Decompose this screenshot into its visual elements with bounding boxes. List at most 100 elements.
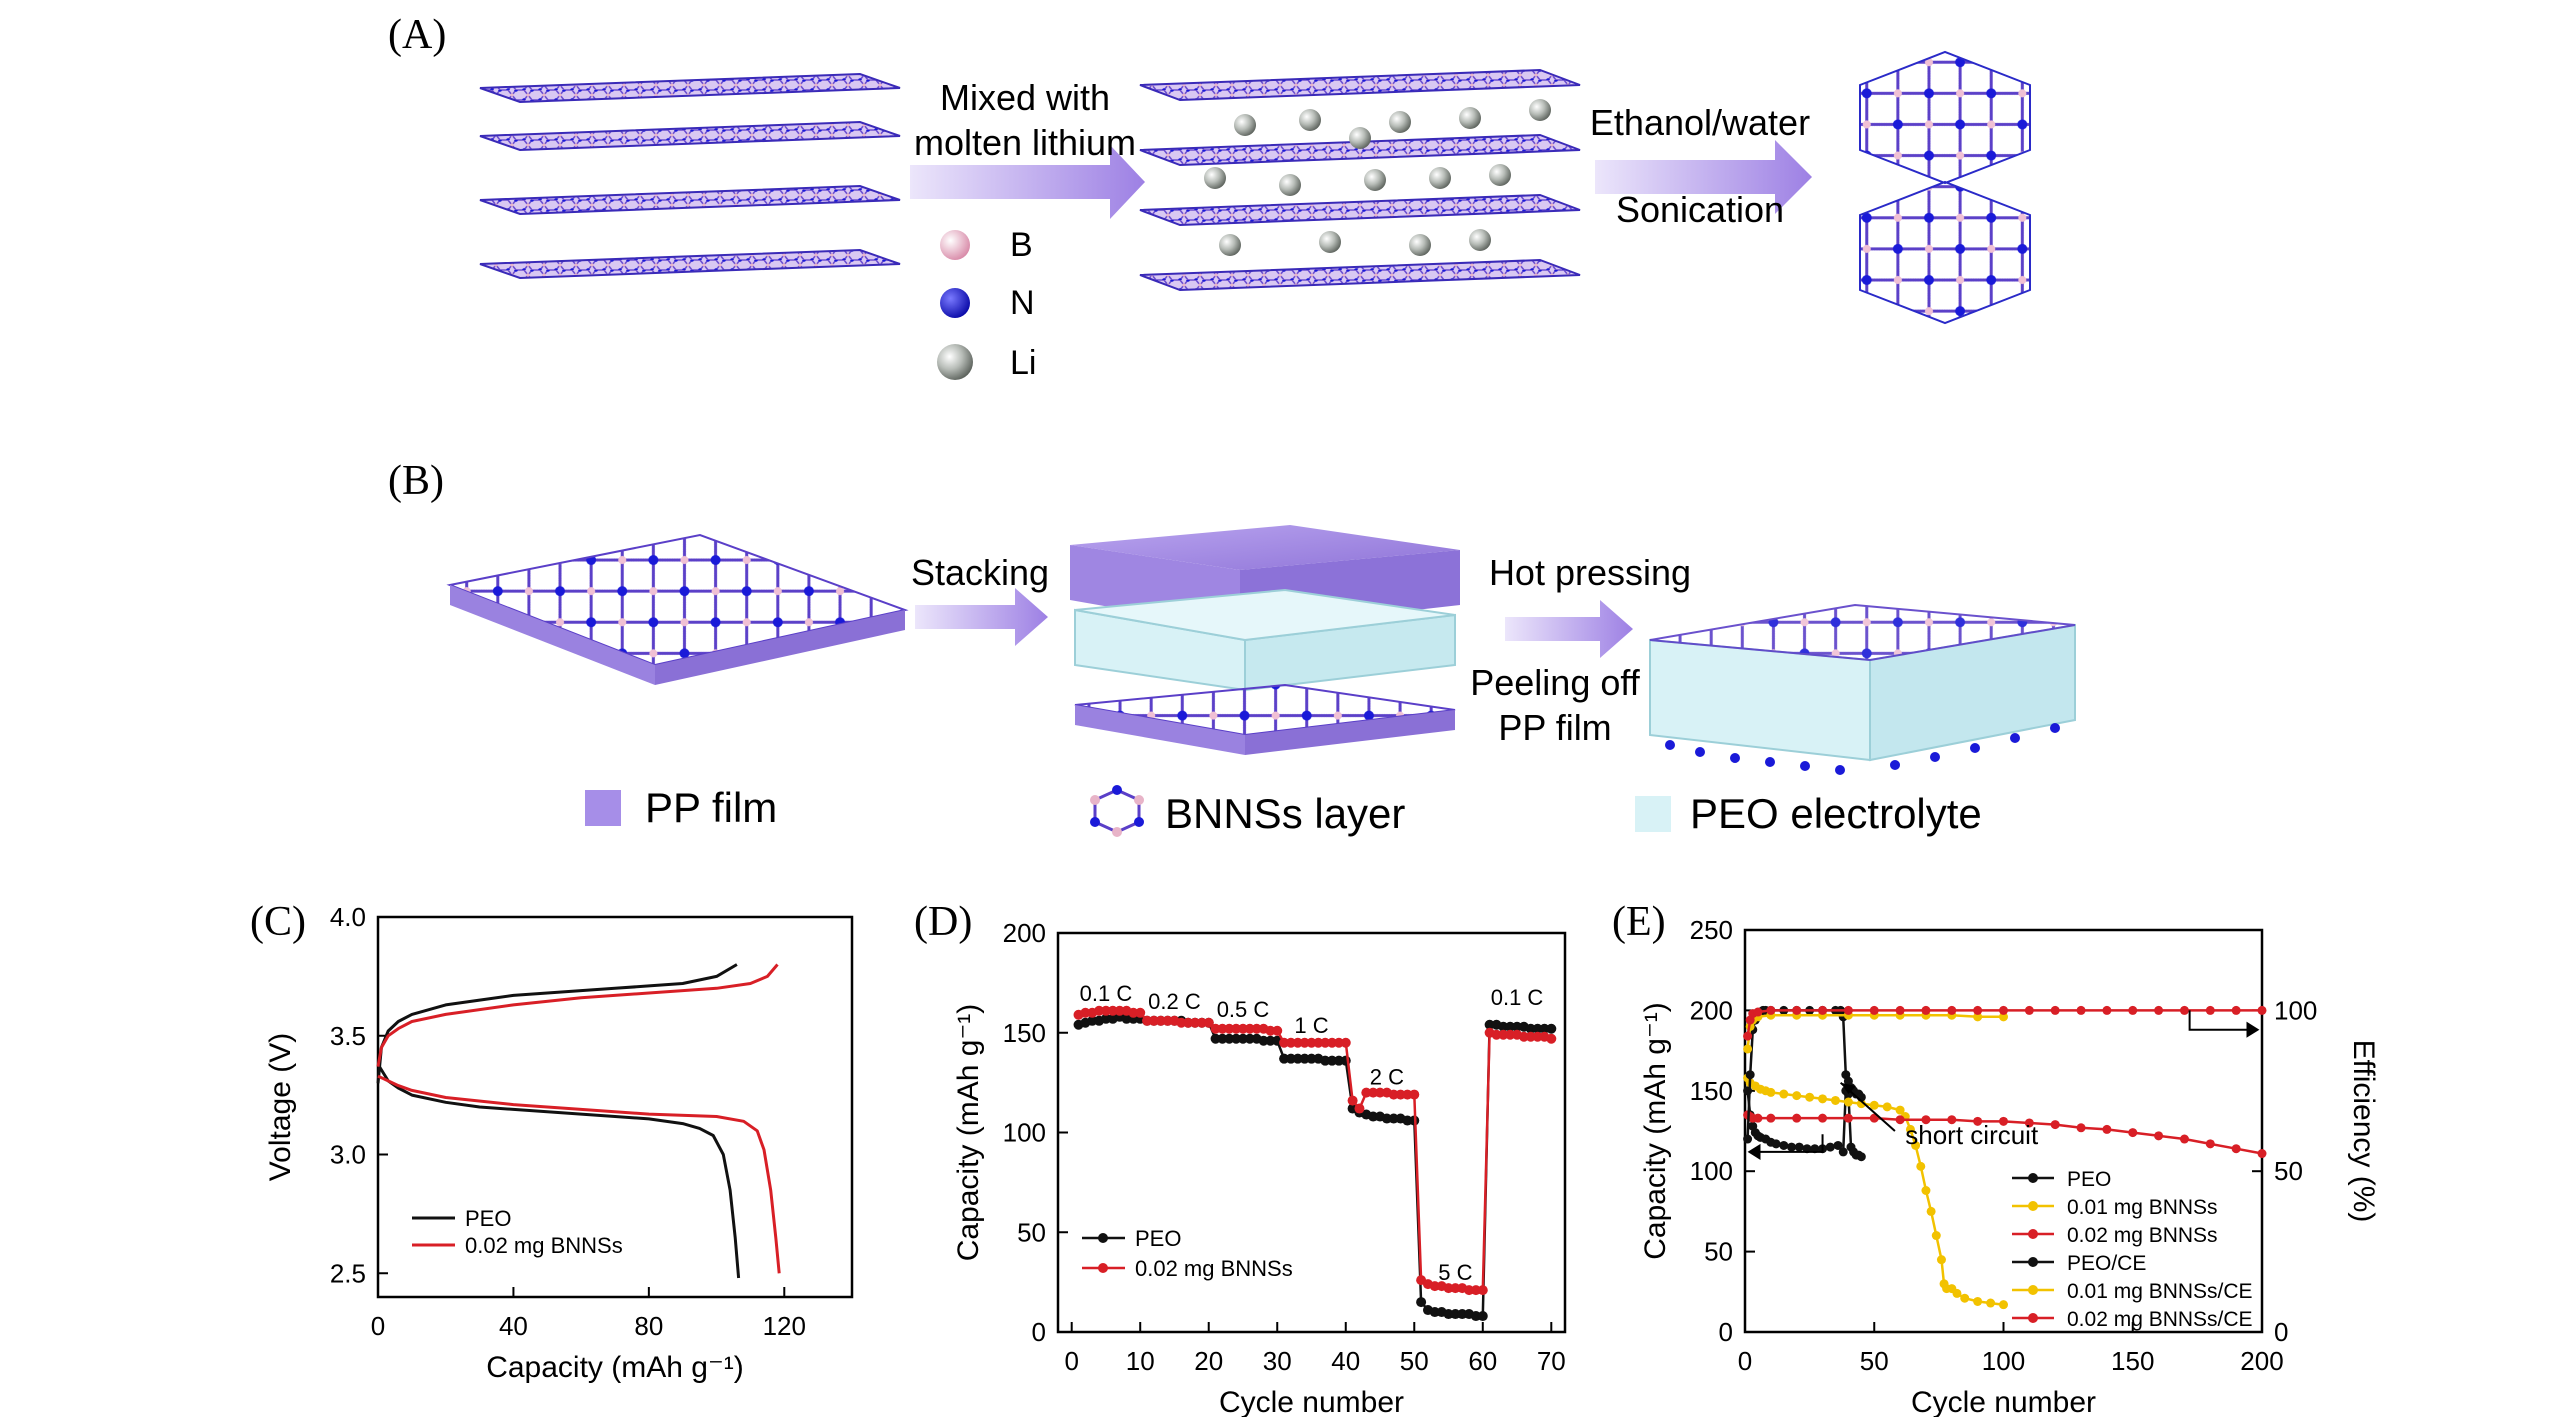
legend-label: 0.01 mg BNNSs/CE	[2067, 1280, 2253, 1303]
data-point	[1911, 1140, 1921, 1150]
data-point	[1753, 1113, 1763, 1123]
data-point	[1936, 1255, 1946, 1265]
x-tick-label: 40	[499, 1311, 528, 1341]
data-point	[1375, 1087, 1386, 1098]
data-point	[2231, 1005, 2241, 1015]
legend-marker	[2028, 1313, 2038, 1323]
lithium-atom-icon	[937, 344, 973, 380]
legend-marker	[2028, 1257, 2038, 1267]
data-point	[1787, 1142, 1797, 1152]
panel-b-step3-line1: Peeling off	[1470, 662, 1640, 703]
data-point	[1183, 1017, 1194, 1028]
legend-label: 0.02 mg BNNSs	[2067, 1224, 2218, 1247]
data-point	[1100, 1005, 1111, 1016]
data-point	[1498, 1029, 1509, 1040]
data-point	[1973, 1296, 1983, 1306]
data-point	[1895, 1105, 1905, 1115]
data-point	[1464, 1285, 1475, 1296]
rate-annotation: 2 C	[1370, 1065, 1404, 1090]
data-point	[1196, 1017, 1207, 1028]
y-tick-label: 3.5	[330, 1021, 366, 1051]
y2-tick-label: 50	[2274, 1156, 2303, 1186]
y-tick-label: 250	[1690, 915, 1733, 945]
data-point	[1368, 1111, 1379, 1122]
data-point	[1361, 1087, 1372, 1098]
data-point	[1745, 1070, 1755, 1080]
data-point	[1766, 1087, 1776, 1097]
data-point	[1498, 1021, 1509, 1032]
x-tick-label: 60	[1468, 1346, 1497, 1376]
panel-a-atom-legend: B N Li	[937, 226, 1036, 382]
y-axis-title: Voltage (V)	[264, 1033, 297, 1181]
data-point	[1525, 1023, 1536, 1034]
data-point	[2128, 1128, 2138, 1138]
data-point	[1546, 1033, 1557, 1044]
data-point	[1926, 1206, 1936, 1216]
data-point	[1162, 1015, 1173, 1026]
x-tick-label: 70	[1537, 1346, 1566, 1376]
data-point	[1080, 1007, 1091, 1018]
data-point	[2076, 1005, 2086, 1015]
data-point	[1402, 1115, 1413, 1126]
y-axis-title: Capacity (mAh g⁻¹)	[952, 1004, 985, 1262]
y-tick-label: 150	[1690, 1076, 1733, 1106]
left-axis-indicator	[1752, 1134, 1824, 1153]
data-point	[1477, 1311, 1488, 1322]
data-point	[2257, 1005, 2267, 1015]
data-point	[1779, 1140, 1789, 1150]
data-point	[1525, 1031, 1536, 1042]
data-point	[1210, 1023, 1221, 1034]
data-point	[1224, 1033, 1235, 1044]
data-point	[1838, 1147, 1848, 1157]
data-point	[1279, 1037, 1290, 1048]
data-point	[1450, 1309, 1461, 1320]
panel-label-c: (C)	[250, 899, 306, 945]
pp-film-swatch	[585, 790, 621, 826]
data-point	[1395, 1089, 1406, 1100]
data-point	[1743, 1031, 1753, 1041]
legend-label: PEO	[2067, 1168, 2111, 1191]
legend-marker	[2028, 1285, 2038, 1295]
data-point	[1830, 1095, 1840, 1105]
data-point	[1973, 1116, 1983, 1126]
y2-axis-title: Efficiency (%)	[2347, 1040, 2380, 1223]
data-point	[1825, 1142, 1835, 1152]
x-tick-label: 20	[1194, 1346, 1223, 1376]
data-point	[2179, 1005, 2189, 1015]
data-point	[1114, 1005, 1125, 1016]
data-point	[2102, 1124, 2112, 1134]
y2-tick-label: 100	[2274, 995, 2317, 1025]
rate-annotation: 1 C	[1294, 1013, 1328, 1038]
data-point	[1546, 1023, 1557, 1034]
data-point	[1388, 1089, 1399, 1100]
data-point	[1779, 1089, 1789, 1099]
data-point	[1505, 1021, 1516, 1032]
rate-annotation: 0.1 C	[1080, 981, 1133, 1006]
data-point	[1327, 1037, 1338, 1048]
data-point	[1224, 1023, 1235, 1034]
data-point	[1766, 1113, 1776, 1123]
legend-label: 0.01 mg BNNSs	[2067, 1196, 2218, 1219]
data-point	[2257, 1149, 2267, 1159]
data-point	[1142, 1015, 1153, 1026]
legend-peo-electrolyte: PEO electrolyte	[1690, 790, 1982, 837]
legend-label: 0.02 mg BNNSs	[465, 1233, 623, 1258]
chart-d-rate-capability: 0 10 20 30 40 50 60 70 0 50 100 150 200 Cycle number C…	[952, 918, 1567, 1417]
data-point	[1743, 1044, 1753, 1054]
data-point	[1856, 1152, 1866, 1162]
data-point	[1833, 1140, 1843, 1150]
data-point	[1121, 1013, 1132, 1024]
y-tick-label: 200	[1003, 918, 1046, 948]
data-point	[1457, 1309, 1468, 1320]
data-point	[1921, 1185, 1931, 1195]
data-point	[1292, 1053, 1303, 1064]
data-point	[1766, 1005, 1776, 1015]
x-tick-label: 50	[1400, 1346, 1429, 1376]
data-point	[1512, 1021, 1523, 1032]
data-point	[1973, 1005, 1983, 1015]
data-point	[1087, 1015, 1098, 1026]
data-point	[1443, 1283, 1454, 1294]
x-tick-label: 0	[1738, 1346, 1752, 1376]
data-point	[1518, 1031, 1529, 1042]
